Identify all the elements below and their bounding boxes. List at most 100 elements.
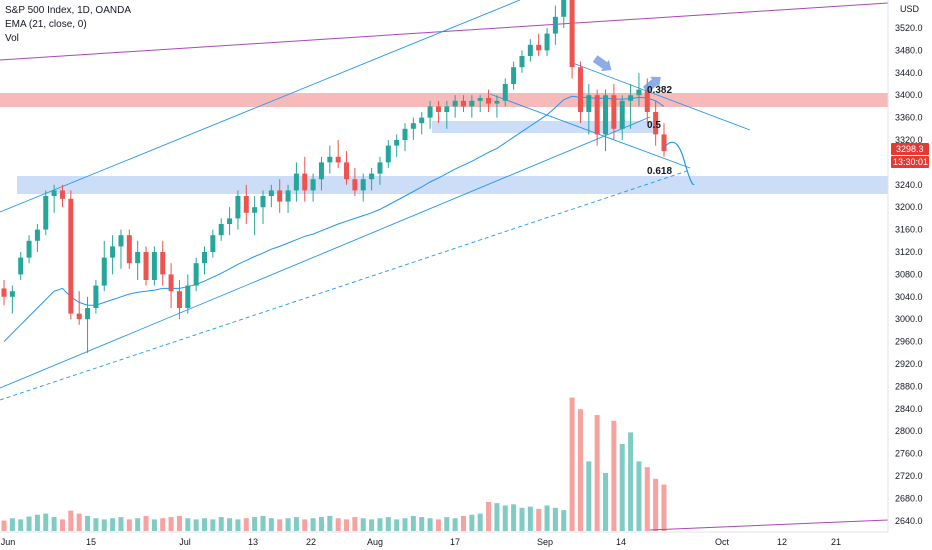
candle bbox=[511, 61, 517, 90]
candle bbox=[210, 229, 216, 258]
x-tick-label: 15 bbox=[86, 537, 96, 547]
candle bbox=[277, 179, 283, 213]
arrow-marker-2 bbox=[642, 76, 661, 93]
volume-bar bbox=[101, 519, 107, 531]
volume-bars bbox=[1, 397, 667, 531]
candle bbox=[85, 296, 91, 353]
candle bbox=[126, 229, 132, 269]
y-tick-label: 2920.0 bbox=[895, 359, 923, 369]
candle bbox=[486, 89, 492, 112]
fib-label-5: 0.5 bbox=[647, 120, 661, 131]
y-tick-label: 3160.0 bbox=[895, 225, 923, 235]
volume-bar bbox=[611, 420, 617, 531]
volume-bar bbox=[402, 518, 408, 531]
candle bbox=[344, 151, 350, 185]
volume-bar bbox=[577, 409, 583, 531]
ema-line bbox=[3, 95, 665, 342]
x-tick-label: 13 bbox=[248, 537, 258, 547]
price-axis[interactable]: USD 3520.0 3480.0 3440.0 3400.0 3360.0 3320.0… bbox=[887, 0, 923, 532]
volume-bar bbox=[628, 432, 634, 531]
candle bbox=[93, 280, 99, 314]
volume-bar bbox=[34, 514, 40, 531]
volume-bar bbox=[360, 518, 366, 531]
candle bbox=[51, 184, 57, 213]
volume-bar bbox=[1, 520, 7, 531]
resistance-zone[interactable] bbox=[0, 93, 888, 107]
x-tick-label: 14 bbox=[616, 537, 626, 547]
volume-bar bbox=[285, 518, 291, 531]
projection-curve bbox=[663, 141, 695, 186]
y-tick-label: 3520.0 bbox=[895, 23, 923, 33]
candle bbox=[18, 252, 24, 280]
legend-ema[interactable]: EMA (21, close, 0) bbox=[5, 19, 87, 30]
volume-bar bbox=[494, 503, 500, 531]
volume-bar bbox=[519, 507, 525, 531]
candle bbox=[502, 78, 508, 107]
candle bbox=[227, 207, 233, 236]
candle bbox=[636, 72, 642, 107]
volume-bar bbox=[185, 518, 191, 531]
candle bbox=[352, 168, 358, 196]
candle bbox=[586, 84, 592, 135]
candles bbox=[1, 0, 667, 353]
volume-bar bbox=[310, 518, 316, 531]
candle bbox=[527, 39, 533, 62]
channel-dashed bbox=[0, 169, 691, 401]
y-tick-label: 3120.0 bbox=[895, 247, 923, 257]
volume-bar bbox=[394, 519, 400, 531]
trend-lines[interactable] bbox=[0, 0, 889, 531]
candle bbox=[318, 156, 324, 191]
currency-label: USD bbox=[900, 4, 920, 14]
volume-bar bbox=[335, 518, 341, 531]
volume-bar bbox=[118, 517, 124, 531]
channel-upper bbox=[0, 0, 521, 213]
candle bbox=[544, 28, 550, 56]
y-tick-label: 3440.0 bbox=[895, 68, 923, 78]
candle bbox=[218, 218, 224, 241]
y-tick-label: 2800.0 bbox=[895, 426, 923, 436]
volume-bar bbox=[202, 518, 208, 531]
candle bbox=[151, 246, 157, 286]
candle bbox=[577, 61, 583, 124]
candle bbox=[628, 84, 634, 129]
volume-bar bbox=[561, 510, 567, 531]
volume-bar bbox=[302, 519, 308, 531]
candle bbox=[135, 240, 141, 280]
candle bbox=[661, 123, 667, 157]
fib-label-618: 0.618 bbox=[647, 166, 672, 177]
candle bbox=[477, 95, 483, 112]
legend-title[interactable]: S&P 500 Index, 1D, OANDA bbox=[5, 5, 131, 16]
volume-bar bbox=[160, 518, 166, 531]
volume-bar bbox=[318, 517, 324, 531]
candle bbox=[335, 140, 341, 168]
time-axis[interactable]: Jun 15 Jul 13 22 Aug 17 Sep 14 Oct 12 21 bbox=[0, 531, 888, 547]
volume-bar bbox=[603, 473, 609, 531]
purple-trend-top bbox=[0, 2, 889, 61]
candle bbox=[494, 95, 500, 118]
volume-bar bbox=[352, 517, 358, 531]
volume-bar bbox=[477, 513, 483, 531]
volume-bar bbox=[227, 518, 233, 531]
volume-bar bbox=[143, 515, 149, 531]
support-zone-mid[interactable] bbox=[432, 121, 658, 133]
volume-bar bbox=[93, 518, 99, 531]
volume-bar bbox=[68, 510, 74, 531]
candle bbox=[594, 89, 600, 146]
candle bbox=[76, 291, 82, 325]
candle bbox=[268, 184, 274, 208]
legend-vol[interactable]: Vol bbox=[5, 33, 19, 44]
volume-bar bbox=[460, 515, 466, 531]
support-zone-lower[interactable] bbox=[17, 176, 888, 194]
candle bbox=[460, 95, 466, 112]
candle bbox=[410, 117, 416, 140]
volume-bar bbox=[410, 515, 416, 531]
volume-bar bbox=[444, 517, 450, 531]
volume-bar bbox=[126, 519, 132, 531]
candle bbox=[536, 33, 542, 56]
last-price-tag: 3298.3 13:30:01 bbox=[891, 143, 929, 168]
y-tick-label: 3200.0 bbox=[895, 202, 923, 212]
countdown: 13:30:01 bbox=[893, 157, 928, 167]
volume-bar bbox=[636, 461, 642, 531]
volume-bar bbox=[452, 518, 458, 531]
